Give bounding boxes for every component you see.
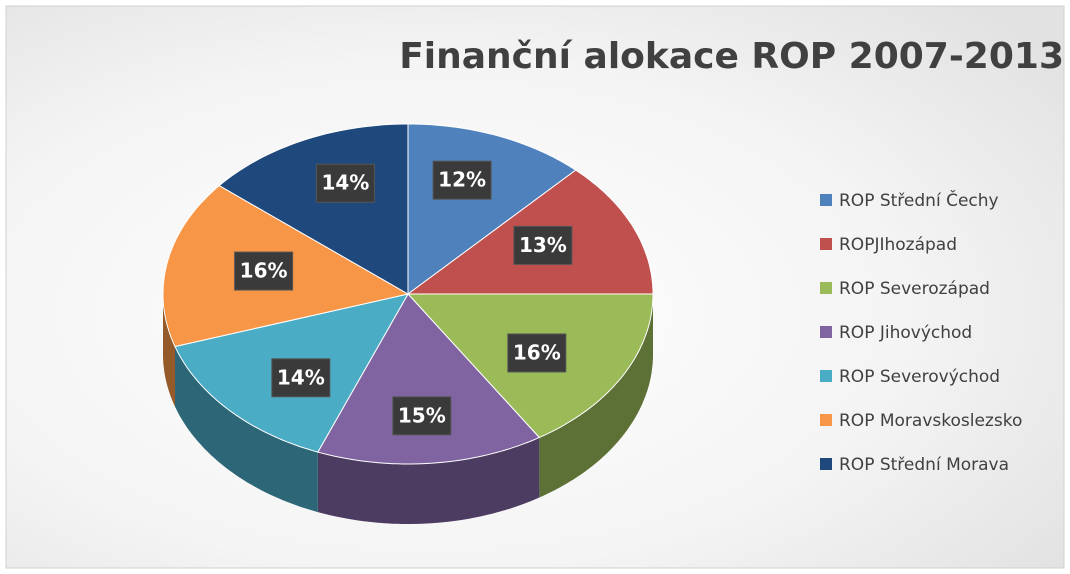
data-label-box — [392, 396, 452, 436]
data-label: 14% — [277, 365, 325, 389]
legend-label: ROPJIhozápad — [839, 235, 957, 255]
data-label: 16% — [240, 259, 288, 283]
data-label: 15% — [398, 403, 446, 427]
data-label-box — [271, 358, 331, 398]
data-label-box — [315, 163, 375, 203]
legend-swatch — [820, 194, 832, 206]
legend-swatch — [820, 326, 832, 338]
pie-side — [317, 437, 540, 524]
legend-label: ROP Střední Morava — [839, 455, 1009, 475]
legend-swatch — [820, 370, 832, 382]
chart-title: Finanční alokace ROP 2007-2013 — [399, 36, 1064, 77]
data-label-box — [432, 160, 492, 200]
data-label-box — [513, 225, 573, 265]
data-label: 12% — [438, 168, 486, 192]
data-label: 14% — [321, 171, 369, 195]
legend-label: ROP Jihovýchod — [839, 323, 972, 343]
pie-side — [539, 294, 653, 498]
data-label-box — [234, 251, 294, 291]
legend-swatch — [820, 238, 832, 250]
legend-swatch — [820, 414, 832, 426]
pie-slice — [317, 293, 541, 465]
pie-side-shade — [317, 437, 540, 524]
legend-swatch — [820, 458, 832, 470]
legend-label: ROP Severovýchod — [839, 367, 1000, 387]
legend-label: ROP Severozápad — [839, 279, 990, 299]
legend-label: ROP Střední Čechy — [839, 189, 999, 211]
data-label: 13% — [519, 233, 567, 257]
data-label: 16% — [513, 340, 561, 364]
pie-side-shade — [539, 294, 653, 498]
pie-side-shade — [175, 346, 318, 513]
data-label-box — [507, 333, 567, 373]
legend-label: ROP Moravskoslezsko — [839, 411, 1022, 431]
legend-swatch — [820, 282, 832, 294]
pie-side — [175, 346, 318, 513]
